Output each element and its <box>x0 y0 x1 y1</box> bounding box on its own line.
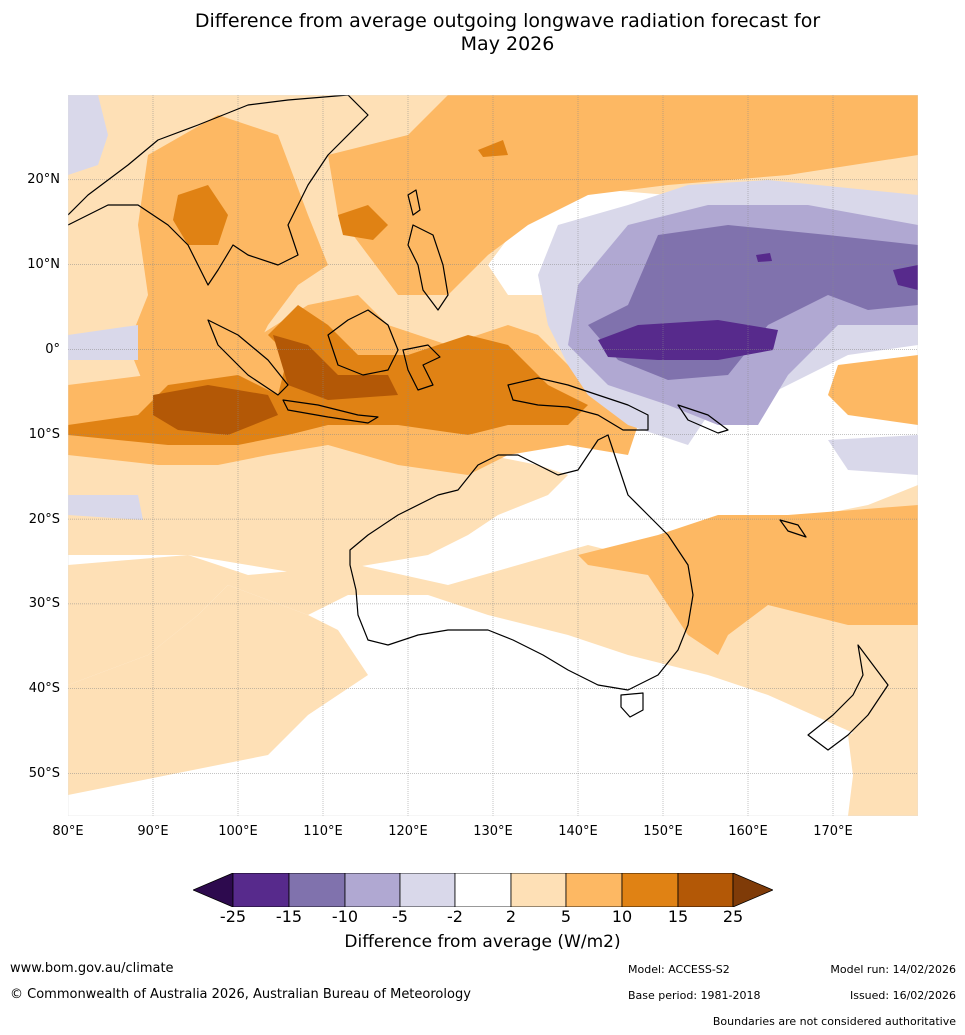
coastlines <box>68 95 889 751</box>
colorbar-tick-label: -15 <box>275 907 303 926</box>
colorbar-segment-neg2-2 <box>454 873 512 907</box>
colorbar-tick-label: 5 <box>560 907 572 926</box>
anomaly-region-15-25 <box>273 335 398 400</box>
colorbar-tick-label: -2 <box>447 907 463 926</box>
taiwan-coastline <box>407 189 421 216</box>
anomaly-region-2-5 <box>68 585 368 795</box>
lat-label-0: 0° <box>45 342 60 357</box>
anomaly-region-neg2-neg5 <box>68 325 138 360</box>
solomon-islands-coastline <box>677 404 729 434</box>
issued-text: Issued: 16/02/2026 <box>849 989 956 1002</box>
anomaly-region-neg2-neg5 <box>68 95 108 175</box>
lat-label-30s: 30°S <box>28 596 60 611</box>
australia-coastline <box>349 434 694 691</box>
new-guinea-coastline <box>507 377 649 431</box>
anomaly-region-10-15 <box>338 205 388 240</box>
colorbar-segment-neg10-neg5 <box>344 873 401 907</box>
lon-label-100e: 100°E <box>218 824 258 839</box>
sumatra-coastline <box>207 319 289 396</box>
website-link[interactable]: www.bom.gov.au/climate <box>10 961 174 976</box>
model-run-text: Model run: 14/02/2026 <box>830 963 956 976</box>
colorbar-segment-2-5 <box>510 873 567 907</box>
title-line-1: Difference from average outgoing longwav… <box>194 10 821 32</box>
anomaly-region-neg2-neg5 <box>828 435 918 475</box>
lon-label-130e: 130°E <box>473 824 513 839</box>
title-line-2: May 2026 <box>460 33 555 55</box>
lon-label-170e: 170°E <box>813 824 853 839</box>
lon-label-110e: 110°E <box>303 824 343 839</box>
lat-label-40s: 40°S <box>28 681 60 696</box>
colorbar-segment-5-10 <box>565 873 623 907</box>
model-text: Model: ACCESS-S2 <box>628 963 730 976</box>
base-period-text: Base period: 1981-2018 <box>628 989 761 1002</box>
anomaly-region-10-15 <box>478 140 508 157</box>
lat-label-20s: 20°S <box>28 512 60 527</box>
lon-label-150e: 150°E <box>643 824 683 839</box>
new-zealand-coastline <box>807 644 889 751</box>
philippines-coastline <box>407 224 449 311</box>
lat-label-10n: 10°N <box>27 257 60 272</box>
lon-label-160e: 160°E <box>728 824 768 839</box>
colorbar-segment-lt-neg25 <box>193 873 234 907</box>
colorbar-tick-label: -10 <box>331 907 359 926</box>
new-caledonia-coastline <box>779 519 807 538</box>
anomaly-region-15-25 <box>153 385 278 435</box>
colorbar-segment-15-25 <box>677 873 734 907</box>
chart-title: Difference from average outgoing longwav… <box>0 10 965 56</box>
anomaly-region-neg15-neg25 <box>893 265 918 290</box>
anomaly-region-10-15 <box>173 185 228 245</box>
anomaly-region-neg2-neg5 <box>68 495 143 520</box>
colorbar-segment-neg15-neg10 <box>288 873 346 907</box>
java-coastline <box>282 399 379 424</box>
disclaimer-text: Boundaries are not considered authoritat… <box>712 1015 956 1028</box>
borneo-coastline <box>327 309 399 376</box>
colorbar-tick-label: 10 <box>611 907 633 926</box>
lat-label-10s: 10°S <box>28 427 60 442</box>
colorbar-tick-label: 25 <box>722 907 744 926</box>
colorbar-tick-label: 15 <box>667 907 689 926</box>
colorbar-segment-neg25-neg15 <box>232 873 290 907</box>
colorbar-title: Difference from average (W/m2) <box>344 932 621 952</box>
sulawesi-coastline <box>402 344 441 391</box>
lon-label-80e: 80°E <box>52 824 84 839</box>
mainland-asia-coastline <box>68 95 369 286</box>
colorbar-segment-gt-25 <box>732 873 773 907</box>
anomaly-region-2-5 <box>848 705 918 816</box>
anomaly-region-5-10 <box>128 115 328 395</box>
lon-label-90e: 90°E <box>137 824 169 839</box>
colorbar-tick-label: -25 <box>219 907 247 926</box>
anomaly-region-neg15-neg25 <box>756 253 772 262</box>
lon-label-140e: 140°E <box>558 824 598 839</box>
colorbar-tick-label: 2 <box>505 907 517 926</box>
olr-anomaly-map <box>68 95 918 816</box>
colorbar-segment-10-15 <box>621 873 679 907</box>
anomaly-region-neg15-neg25 <box>598 320 778 360</box>
anomaly-region-5-10 <box>328 95 918 295</box>
tasmania-coastline <box>620 692 644 718</box>
lat-label-20n: 20°N <box>27 172 60 187</box>
lon-label-120e: 120°E <box>388 824 428 839</box>
colorbar-tick-label: -5 <box>392 907 408 926</box>
lat-label-50s: 50°S <box>28 766 60 781</box>
anomaly-region-5-10 <box>828 355 918 425</box>
colorbar-segment-neg5-neg2 <box>399 873 456 907</box>
colorbar <box>193 873 773 907</box>
copyright-text: © Commonwealth of Australia 2026, Austra… <box>10 987 471 1002</box>
